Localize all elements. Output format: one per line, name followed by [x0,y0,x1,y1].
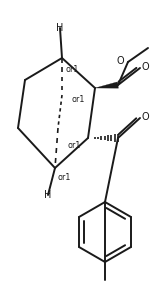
Text: O: O [116,56,124,66]
Text: H: H [56,23,64,33]
Text: or1: or1 [72,95,85,104]
Text: H: H [44,190,52,200]
Text: or1: or1 [68,140,81,149]
Text: or1: or1 [57,173,70,183]
Polygon shape [95,82,118,88]
Text: or1: or1 [65,66,78,75]
Text: O: O [142,62,150,72]
Text: O: O [142,112,150,122]
